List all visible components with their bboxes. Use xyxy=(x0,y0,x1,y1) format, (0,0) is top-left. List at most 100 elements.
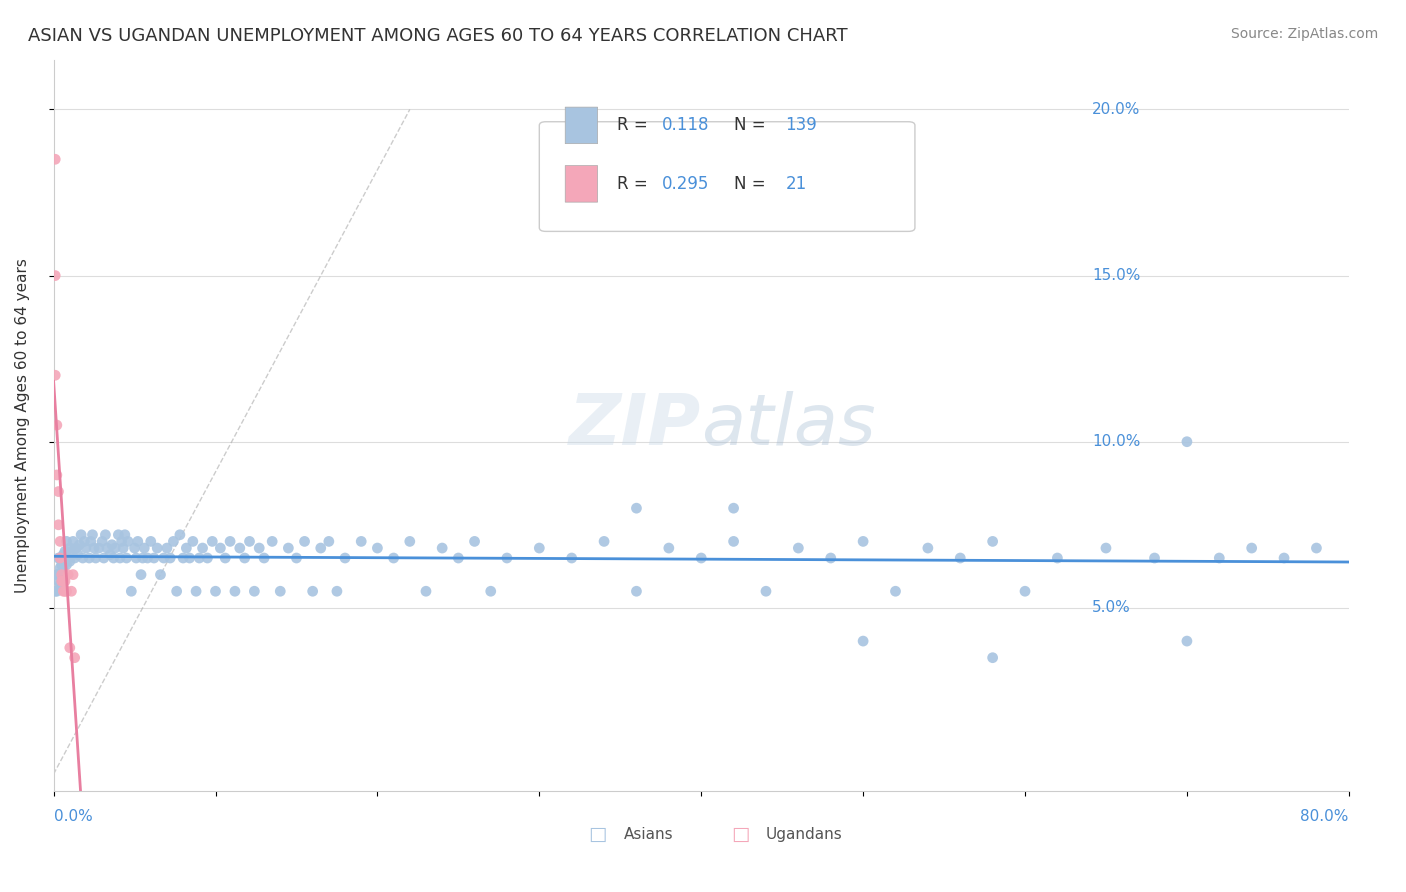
Point xyxy=(48,484,70,499)
Point xyxy=(224,584,246,599)
Point xyxy=(114,528,136,542)
Point xyxy=(243,584,266,599)
Point xyxy=(83,541,105,555)
Point xyxy=(294,534,316,549)
Point xyxy=(49,551,72,566)
Point xyxy=(188,551,211,566)
Point xyxy=(66,548,89,562)
Text: Source: ZipAtlas.com: Source: ZipAtlas.com xyxy=(1230,27,1378,41)
Point xyxy=(172,551,194,566)
Point xyxy=(139,534,162,549)
Point xyxy=(48,567,70,582)
Point xyxy=(48,517,70,532)
Point xyxy=(233,551,256,566)
Point xyxy=(229,541,252,555)
Point xyxy=(981,650,1004,665)
Point xyxy=(723,501,745,516)
Point xyxy=(59,554,82,568)
Point xyxy=(110,534,132,549)
Point xyxy=(51,574,73,589)
Point xyxy=(60,584,83,599)
Point xyxy=(146,541,169,555)
Point xyxy=(51,558,73,572)
Point xyxy=(398,534,420,549)
Point xyxy=(127,534,149,549)
FancyBboxPatch shape xyxy=(540,121,915,231)
Point xyxy=(318,534,340,549)
Point xyxy=(197,551,219,566)
Point xyxy=(87,541,110,555)
Point xyxy=(59,541,82,555)
Point xyxy=(51,574,73,589)
Point xyxy=(884,584,907,599)
Point xyxy=(70,528,93,542)
Point xyxy=(53,544,76,558)
Text: ZIP: ZIP xyxy=(569,391,702,459)
Point xyxy=(1272,551,1295,566)
Point xyxy=(45,467,67,482)
Point xyxy=(62,567,84,582)
Text: R =: R = xyxy=(617,175,652,193)
Point xyxy=(45,567,67,582)
Point xyxy=(51,567,73,582)
Point xyxy=(1175,634,1198,648)
Point xyxy=(529,541,551,555)
Point xyxy=(447,551,470,566)
Point xyxy=(690,551,713,566)
Text: 0.295: 0.295 xyxy=(662,175,710,193)
Point xyxy=(63,650,86,665)
Text: 21: 21 xyxy=(786,175,807,193)
Point xyxy=(44,153,66,167)
Text: R =: R = xyxy=(617,116,652,135)
Point xyxy=(82,528,104,542)
Point xyxy=(1014,584,1036,599)
Point xyxy=(62,534,84,549)
Point xyxy=(247,541,270,555)
Text: Ugandans: Ugandans xyxy=(766,827,842,842)
Point xyxy=(98,548,121,562)
Point xyxy=(1143,551,1166,566)
Point xyxy=(723,534,745,549)
Point xyxy=(55,584,77,599)
Point xyxy=(219,534,242,549)
Point xyxy=(93,551,115,566)
Point xyxy=(1046,551,1069,566)
Point xyxy=(101,538,124,552)
Point xyxy=(72,551,94,566)
Point xyxy=(755,584,778,599)
Point xyxy=(55,558,77,572)
Point xyxy=(45,584,67,599)
Point xyxy=(1305,541,1327,555)
FancyBboxPatch shape xyxy=(565,166,598,202)
Text: ASIAN VS UGANDAN UNEMPLOYMENT AMONG AGES 60 TO 64 YEARS CORRELATION CHART: ASIAN VS UGANDAN UNEMPLOYMENT AMONG AGES… xyxy=(28,27,848,45)
Text: 0.0%: 0.0% xyxy=(53,809,93,824)
Point xyxy=(103,551,125,566)
Point xyxy=(49,551,72,566)
Point xyxy=(60,544,83,558)
Text: N =: N = xyxy=(734,175,770,193)
Point xyxy=(852,534,875,549)
Point xyxy=(1208,551,1230,566)
Point xyxy=(48,551,70,566)
Point xyxy=(593,534,616,549)
Text: 5.0%: 5.0% xyxy=(1092,600,1130,615)
Point xyxy=(117,534,139,549)
Point xyxy=(917,541,939,555)
Text: 80.0%: 80.0% xyxy=(1301,809,1348,824)
Point xyxy=(77,551,100,566)
Point xyxy=(262,534,284,549)
Point xyxy=(149,567,172,582)
Point xyxy=(56,551,79,566)
Point xyxy=(156,541,179,555)
Point xyxy=(44,584,66,599)
Point xyxy=(301,584,323,599)
Point xyxy=(309,541,332,555)
Point xyxy=(104,541,127,555)
Point xyxy=(464,534,486,549)
FancyBboxPatch shape xyxy=(565,107,598,144)
Point xyxy=(129,567,152,582)
Point xyxy=(209,541,232,555)
Point xyxy=(277,541,299,555)
Point xyxy=(44,268,66,283)
Text: 10.0%: 10.0% xyxy=(1092,434,1140,450)
